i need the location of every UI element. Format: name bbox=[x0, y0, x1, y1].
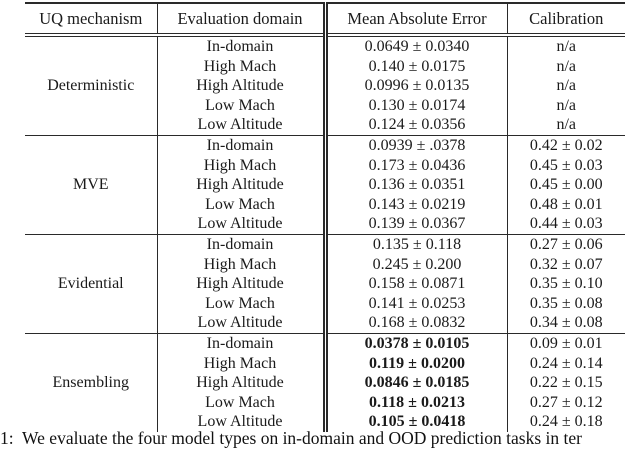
domain-cell: High Mach bbox=[156, 155, 325, 176]
calibration-cell: 0.24 ± 0.14 bbox=[506, 353, 625, 374]
calibration-cell: 0.22 ± 0.15 bbox=[506, 373, 625, 393]
mae-cell: 0.136 ± 0.0351 bbox=[322, 175, 507, 195]
table-row: Low Altitude 0.168 ± 0.0832 0.34 ± 0.08 bbox=[25, 313, 625, 334]
calibration-cell: 0.32 ± 0.07 bbox=[506, 254, 625, 275]
mae-cell: 0.141 ± 0.0253 bbox=[322, 293, 507, 314]
calibration-cell: 0.48 ± 0.01 bbox=[506, 194, 625, 215]
domain-cell: High Altitude bbox=[156, 373, 325, 393]
mechanism-label: Ensembling bbox=[25, 332, 157, 432]
header-evaluation-domain: Evaluation domain bbox=[156, 3, 325, 37]
domain-cell: Low Mach bbox=[156, 293, 325, 314]
domain-cell: High Mach bbox=[156, 353, 325, 374]
header-mean-absolute-error: Mean Absolute Error bbox=[322, 3, 507, 37]
table-row: Low Mach 0.141 ± 0.0253 0.35 ± 0.08 bbox=[25, 293, 625, 314]
mae-cell: 0.124 ± 0.0356 bbox=[322, 115, 507, 136]
calibration-cell: n/a bbox=[506, 95, 625, 116]
mae-cell: 0.119 ± 0.0200 bbox=[322, 353, 507, 374]
domain-cell: High Altitude bbox=[156, 274, 325, 294]
mae-cell: 0.140 ± 0.0175 bbox=[322, 56, 507, 77]
mae-cell: 0.158 ± 0.0871 bbox=[322, 274, 507, 294]
table-row: High Mach 0.140 ± 0.0175 n/a bbox=[25, 56, 625, 77]
mechanism-label: Evidential bbox=[25, 233, 157, 334]
table-caption: 1: We evaluate the four model types on i… bbox=[0, 428, 582, 448]
domain-cell: Low Mach bbox=[156, 194, 325, 215]
table-row: High Mach 0.119 ± 0.0200 0.24 ± 0.14 bbox=[25, 353, 625, 374]
mae-cell: 0.0378 ± 0.0105 bbox=[322, 332, 507, 354]
table-row: Low Altitude 0.139 ± 0.0367 0.44 ± 0.03 bbox=[25, 214, 625, 235]
calibration-cell: 0.42 ± 0.02 bbox=[506, 134, 625, 156]
mae-cell: 0.105 ± 0.0418 bbox=[322, 412, 507, 432]
domain-cell: High Altitude bbox=[156, 175, 325, 195]
header-uq-mechanism: UQ mechanism bbox=[25, 3, 157, 37]
calibration-cell: 0.35 ± 0.08 bbox=[506, 293, 625, 314]
table-row: Deterministic In-domain 0.0649 ± 0.0340 … bbox=[25, 34, 625, 136]
results-table: UQ mechanism Evaluation domain Mean Abso… bbox=[25, 2, 625, 432]
mae-cell: 0.173 ± 0.0436 bbox=[322, 155, 507, 176]
domain-cell: Low Altitude bbox=[156, 412, 325, 432]
domain-cell: In-domain bbox=[156, 233, 325, 255]
calibration-cell: n/a bbox=[506, 34, 625, 57]
table-row: Low Altitude 0.105 ± 0.0418 0.24 ± 0.18 bbox=[25, 412, 625, 432]
table-header-row: UQ mechanism Evaluation domain Mean Abso… bbox=[25, 3, 625, 37]
table-row: Low Mach 0.143 ± 0.0219 0.48 ± 0.01 bbox=[25, 194, 625, 215]
domain-cell: High Mach bbox=[156, 254, 325, 275]
mae-cell: 0.135 ± 0.118 bbox=[322, 233, 507, 255]
calibration-cell: 0.09 ± 0.01 bbox=[506, 332, 625, 354]
calibration-cell: n/a bbox=[506, 76, 625, 96]
calibration-cell: 0.34 ± 0.08 bbox=[506, 313, 625, 334]
calibration-cell: n/a bbox=[506, 115, 625, 136]
table-row: Low Mach 0.130 ± 0.0174 n/a bbox=[25, 95, 625, 116]
calibration-cell: n/a bbox=[506, 56, 625, 77]
domain-cell: Low Altitude bbox=[156, 115, 325, 136]
table-row: High Altitude 0.136 ± 0.0351 0.45 ± 0.00 bbox=[25, 175, 625, 195]
mechanism-label: Deterministic bbox=[25, 34, 157, 136]
table-row: High Mach 0.173 ± 0.0436 0.45 ± 0.03 bbox=[25, 155, 625, 176]
domain-cell: Low Mach bbox=[156, 95, 325, 116]
domain-cell: In-domain bbox=[156, 332, 325, 354]
domain-cell: High Altitude bbox=[156, 76, 325, 96]
table-row: High Altitude 0.158 ± 0.0871 0.35 ± 0.10 bbox=[25, 274, 625, 294]
mechanism-label: MVE bbox=[25, 134, 157, 235]
table-row: Ensembling In-domain 0.0378 ± 0.0105 0.0… bbox=[25, 332, 625, 432]
table-row: High Altitude 0.0846 ± 0.0185 0.22 ± 0.1… bbox=[25, 373, 625, 393]
table-row: Low Altitude 0.124 ± 0.0356 n/a bbox=[25, 115, 625, 136]
calibration-cell: 0.35 ± 0.10 bbox=[506, 274, 625, 294]
table-row: High Altitude 0.0996 ± 0.0135 n/a bbox=[25, 76, 625, 96]
domain-cell: High Mach bbox=[156, 56, 325, 77]
mae-cell: 0.0939 ± .0378 bbox=[322, 134, 507, 156]
domain-cell: In-domain bbox=[156, 34, 325, 57]
domain-cell: In-domain bbox=[156, 134, 325, 156]
header-calibration: Calibration bbox=[506, 3, 625, 37]
calibration-cell: 0.27 ± 0.06 bbox=[506, 233, 625, 255]
mae-cell: 0.0846 ± 0.0185 bbox=[322, 373, 507, 393]
calibration-cell: 0.45 ± 0.00 bbox=[506, 175, 625, 195]
domain-cell: Low Altitude bbox=[156, 214, 325, 235]
calibration-cell: 0.27 ± 0.12 bbox=[506, 392, 625, 413]
table-row: MVE In-domain 0.0939 ± .0378 0.42 ± 0.02 bbox=[25, 134, 625, 235]
mae-cell: 0.118 ± 0.0213 bbox=[322, 392, 507, 413]
mae-cell: 0.130 ± 0.0174 bbox=[322, 95, 507, 116]
table-row: Evidential In-domain 0.135 ± 0.118 0.27 … bbox=[25, 233, 625, 334]
mae-cell: 0.245 ± 0.200 bbox=[322, 254, 507, 275]
mae-cell: 0.0996 ± 0.0135 bbox=[322, 76, 507, 96]
domain-cell: Low Altitude bbox=[156, 313, 325, 334]
calibration-cell: 0.44 ± 0.03 bbox=[506, 214, 625, 235]
calibration-cell: 0.24 ± 0.18 bbox=[506, 412, 625, 432]
mae-cell: 0.168 ± 0.0832 bbox=[322, 313, 507, 334]
calibration-cell: 0.45 ± 0.03 bbox=[506, 155, 625, 176]
mae-cell: 0.0649 ± 0.0340 bbox=[322, 34, 507, 57]
table-row: Low Mach 0.118 ± 0.0213 0.27 ± 0.12 bbox=[25, 392, 625, 413]
table-row: High Mach 0.245 ± 0.200 0.32 ± 0.07 bbox=[25, 254, 625, 275]
domain-cell: Low Mach bbox=[156, 392, 325, 413]
mae-cell: 0.143 ± 0.0219 bbox=[322, 194, 507, 215]
mae-cell: 0.139 ± 0.0367 bbox=[322, 214, 507, 235]
